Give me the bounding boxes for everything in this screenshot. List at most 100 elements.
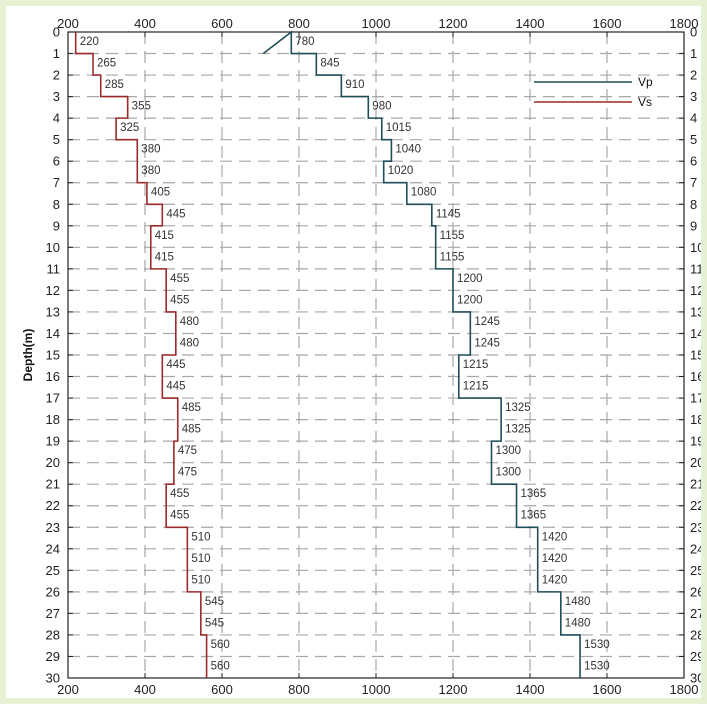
x-tick-label-top: 800 — [288, 16, 310, 31]
y-tick-label-left: 8 — [53, 197, 60, 212]
data-label-vp: 1245 — [474, 316, 500, 328]
y-tick-label-right: 3 — [690, 89, 697, 104]
y-tick-label-left: 27 — [46, 606, 60, 621]
y-tick-label-left: 7 — [53, 175, 60, 190]
y-tick-label-left: 30 — [46, 671, 60, 686]
y-tick-label-right: 17 — [690, 391, 701, 406]
data-label-vs: 455 — [170, 510, 189, 522]
y-tick-label-right: 18 — [690, 412, 701, 427]
y-tick-label-left: 29 — [46, 649, 60, 664]
data-label-vp: 1040 — [395, 144, 421, 156]
data-label-vs: 415 — [155, 251, 174, 263]
x-tick-label-top: 600 — [211, 16, 233, 31]
x-tick-label-top: 1200 — [439, 16, 468, 31]
data-label-vs: 285 — [105, 79, 124, 91]
y-tick-label-left: 23 — [46, 520, 60, 535]
data-label-vs: 380 — [141, 144, 160, 156]
data-label-vs: 560 — [211, 639, 230, 651]
data-label-vs: 445 — [166, 359, 185, 371]
y-tick-label-right: 22 — [690, 498, 701, 513]
data-label-vs: 355 — [132, 101, 151, 113]
y-tick-label-right: 14 — [690, 326, 701, 341]
data-label-vp: 1145 — [436, 208, 461, 220]
chart-panel: 200 200 400 400 600 600 800 800 1000 1000 1200 1200… — [6, 6, 701, 698]
depth-velocity-chart: 2002004004006006008008001000100012001200… — [21, 16, 701, 697]
data-label-vs: 445 — [166, 381, 185, 393]
data-label-vs: 445 — [166, 208, 185, 220]
y-tick-label-left: 17 — [46, 391, 60, 406]
y-tick-label-left: 1 — [53, 46, 60, 61]
data-label-vp: 845 — [320, 58, 339, 70]
y-tick-label-right: 30 — [690, 671, 701, 686]
y-tick-label-left: 22 — [46, 498, 60, 513]
data-label-vs: 455 — [170, 273, 189, 285]
data-label-vp: 1530 — [584, 639, 610, 651]
data-label-vs: 480 — [180, 337, 199, 349]
y-tick-label-left: 11 — [47, 261, 61, 276]
data-label-vp: 1480 — [565, 617, 591, 629]
x-tick-label-bottom: 600 — [211, 682, 233, 697]
data-label-vs: 510 — [191, 574, 210, 586]
y-tick-label-right: 10 — [690, 240, 701, 255]
data-label-vp: 1300 — [496, 445, 522, 457]
data-label-vp: 1155 — [440, 251, 465, 263]
y-tick-label-right: 8 — [690, 197, 697, 212]
y-tick-label-left: 9 — [53, 218, 60, 233]
y-tick-label-left: 2 — [53, 68, 60, 83]
y-tick-label-left: 14 — [46, 326, 60, 341]
y-tick-label-right: 4 — [690, 111, 697, 126]
data-label-vp: 1300 — [496, 467, 522, 479]
y-tick-label-left: 4 — [53, 111, 60, 126]
data-label-vs: 325 — [120, 122, 139, 134]
x-tick-label-top: 1000 — [362, 16, 391, 31]
y-tick-label-left: 18 — [46, 412, 60, 427]
data-label-vs: 265 — [97, 58, 116, 70]
x-tick-label-bottom: 200 — [57, 682, 79, 697]
y-tick-label-right: 19 — [690, 434, 701, 449]
x-tick-label-top: 400 — [134, 16, 156, 31]
x-tick-label-top: 1400 — [516, 16, 545, 31]
legend-label-vp: Vp — [638, 75, 653, 89]
data-label-vp: 1200 — [457, 273, 483, 285]
data-label-vs: 485 — [182, 402, 201, 414]
y-tick-label-left: 15 — [46, 348, 60, 363]
data-label-vs: 415 — [155, 230, 174, 242]
x-tick-label-bottom: 400 — [134, 682, 156, 697]
data-label-vp: 1530 — [584, 660, 610, 672]
data-label-vp: 1365 — [521, 510, 547, 522]
y-tick-label-right: 7 — [690, 175, 697, 190]
x-tick-label-bottom: 1000 — [362, 682, 391, 697]
y-axis-title: Depth(m) — [21, 329, 35, 382]
data-label-vp: 1325 — [505, 402, 531, 414]
x-tick-label-bottom: 1400 — [516, 682, 545, 697]
y-tick-label-left: 6 — [53, 154, 60, 169]
y-tick-label-left: 10 — [46, 240, 60, 255]
data-label-vs: 510 — [191, 531, 210, 543]
y-tick-label-right: 25 — [690, 563, 701, 578]
data-label-vp: 1420 — [542, 531, 568, 543]
data-label-vp: 980 — [372, 101, 391, 113]
y-tick-label-right: 9 — [690, 218, 697, 233]
y-tick-label-right: 11 — [690, 261, 701, 276]
data-label-vp: 1155 — [440, 230, 465, 242]
legend-label-vs: Vs — [638, 95, 652, 109]
data-label-vs: 405 — [151, 187, 170, 199]
y-tick-label-right: 2 — [690, 68, 697, 83]
x-tick-label-top: 1600 — [593, 16, 622, 31]
y-tick-label-right: 21 — [690, 477, 701, 492]
data-label-vs: 485 — [182, 424, 201, 436]
data-label-vp: 1420 — [542, 574, 568, 586]
data-label-vs: 480 — [180, 316, 199, 328]
data-label-vs: 380 — [141, 165, 160, 177]
x-tick-label-bottom: 800 — [288, 682, 310, 697]
y-tick-label-right: 0 — [690, 25, 697, 40]
y-tick-label-left: 16 — [46, 369, 60, 384]
data-label-vs: 455 — [170, 294, 189, 306]
y-tick-label-left: 13 — [46, 304, 60, 319]
data-label-vp: 1325 — [505, 424, 531, 436]
y-tick-label-left: 5 — [53, 132, 60, 147]
y-tick-label-left: 24 — [46, 541, 60, 556]
data-label-vp: 1420 — [542, 553, 568, 565]
y-tick-label-right: 16 — [690, 369, 701, 384]
data-label-vp: 1015 — [386, 122, 412, 134]
